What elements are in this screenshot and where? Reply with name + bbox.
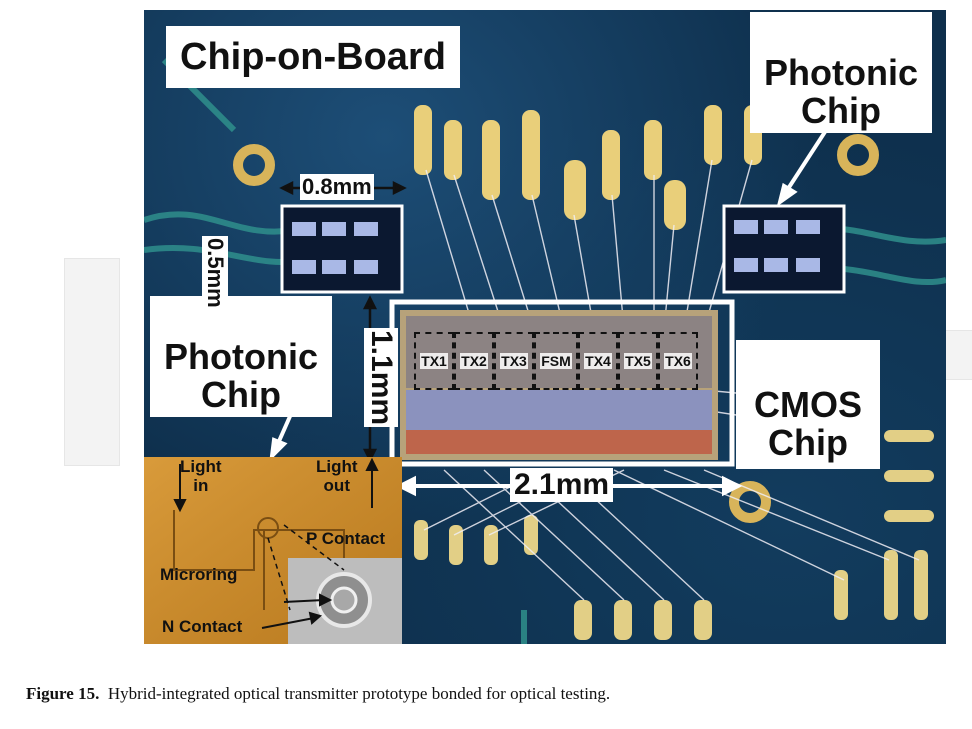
tx-block-label: TX3 xyxy=(500,353,528,369)
n-contact-label: N Contact xyxy=(162,617,243,636)
chip-on-board-text: Chip-on-Board xyxy=(180,36,446,78)
cmos-chip-label: CMOS Chip xyxy=(736,340,880,470)
tx-block-label: TX6 xyxy=(664,353,692,369)
width-0-8mm-label: 0.8mm xyxy=(300,174,374,200)
tx-block: TX4 xyxy=(578,332,618,390)
fsm-block: FSM xyxy=(534,332,578,390)
cmos-chip-text: CMOS Chip xyxy=(754,383,862,463)
height-1-1mm-label: 1.1mm xyxy=(364,328,398,428)
tx-block: TX6 xyxy=(658,332,698,390)
chip-on-board-label: Chip-on-Board xyxy=(166,26,460,88)
photonic-chip-label-left: Photonic Chip xyxy=(150,296,332,418)
tx-block-label: TX1 xyxy=(420,353,448,369)
tx-block: TX3 xyxy=(494,332,534,390)
microring-label: Microring xyxy=(160,565,238,584)
fsm-block-label: FSM xyxy=(540,353,572,369)
chip-on-board-photo: Chip-on-Board Photonic Chip Photonic Chi… xyxy=(144,10,946,644)
tx-block: TX5 xyxy=(618,332,658,390)
photonic-chip-left-text: Photonic Chip xyxy=(164,335,318,415)
tx-block: TX1 xyxy=(414,332,454,390)
caption-label: Figure 15. xyxy=(26,684,100,703)
photonic-chip-label-top-right: Photonic Chip xyxy=(750,12,932,134)
tx-block: TX2 xyxy=(454,332,494,390)
board-photo-graphics xyxy=(144,47,946,644)
figure-caption: Figure 15. Hybrid-integrated optical tra… xyxy=(26,684,610,704)
caption-text: Hybrid-integrated optical transmitter pr… xyxy=(107,684,611,703)
width-2-1mm-label: 2.1mm xyxy=(510,468,614,502)
p-contact-label: P Contact xyxy=(306,529,386,548)
height-0-5mm-label: 0.5mm xyxy=(202,236,228,310)
photonic-chip-top-right-text: Photonic Chip xyxy=(764,51,918,131)
light-in-label: Light in xyxy=(180,457,222,495)
tx-block-label: TX5 xyxy=(624,353,652,369)
tx-block-label: TX2 xyxy=(460,353,488,369)
background-tab-left xyxy=(64,258,120,466)
tx-block-label: TX4 xyxy=(584,353,612,369)
light-out-label: Light out xyxy=(316,457,358,495)
